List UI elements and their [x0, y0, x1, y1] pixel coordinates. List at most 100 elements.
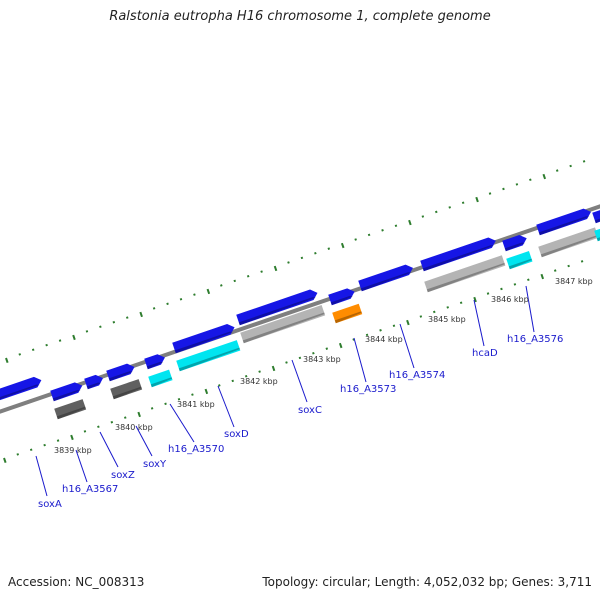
outer-tick [542, 173, 547, 180]
accession-text: Accession: NC_008313 [8, 575, 145, 589]
leader-line [291, 359, 308, 403]
outer-tick [488, 192, 492, 195]
inner-tick [567, 264, 570, 268]
outer-tick [125, 316, 129, 319]
outer-tick [394, 224, 398, 227]
gene-label-soxY[interactable]: soxY [143, 459, 167, 470]
kbp-label: 3840 kbp [115, 423, 153, 432]
outer-tick [18, 353, 22, 356]
outer-tick [85, 330, 89, 333]
outer-tick-marks [5, 160, 586, 364]
inner-tick [580, 260, 584, 263]
outer-tick [461, 201, 465, 205]
inner-tick [338, 342, 343, 349]
outer-tick [220, 284, 223, 287]
feature-h16_A3573-2 [328, 288, 355, 306]
outer-tick [260, 270, 263, 273]
inner-tick [298, 356, 302, 360]
inner-tick [83, 430, 87, 433]
inner-tick [553, 269, 557, 272]
feature-soxZ-2 [84, 374, 104, 390]
inner-tick [244, 374, 248, 378]
gene-label-h16_A3576[interactable]: h16_A3576 [507, 334, 563, 345]
label-leader-lines [35, 285, 535, 497]
outer-tick [45, 343, 48, 347]
inner-tick [486, 292, 490, 295]
gene-label-h16_A3570[interactable]: h16_A3570 [168, 444, 224, 455]
gene-label-hcaD[interactable]: hcaD [472, 348, 498, 359]
inner-tick [137, 411, 141, 418]
gene-label-h16_A3567[interactable]: h16_A3567 [62, 484, 118, 495]
feature-hcaD [424, 255, 506, 293]
feature-h16_A3576-2 [502, 234, 527, 252]
inner-tick [540, 273, 545, 280]
feature-h16_A3574 [358, 264, 413, 292]
kbp-label: 3844 kbp [365, 335, 403, 344]
inner-tick-marks [3, 260, 584, 464]
inner-tick [500, 287, 503, 291]
inner-tick [352, 338, 355, 341]
gene-features [0, 207, 600, 420]
outer-tick [515, 183, 519, 186]
inner-tick [419, 315, 423, 318]
outer-tick [246, 274, 250, 278]
leader-line [473, 299, 485, 347]
inner-tick [379, 329, 382, 332]
outer-tick [502, 187, 505, 191]
inner-tick [56, 439, 60, 442]
inner-tick [231, 379, 235, 383]
leader-line [35, 455, 48, 497]
outer-tick [99, 325, 102, 329]
kbp-label: 3843 kbp [303, 355, 341, 364]
map-title: Ralstonia eutropha H16 chromosome 1, com… [109, 9, 491, 24]
inner-tick [406, 319, 410, 326]
gene-label-soxZ[interactable]: soxZ [111, 470, 135, 481]
feature-soxA [0, 376, 42, 414]
outer-tick [5, 357, 9, 364]
kbp-label: 3841 kbp [177, 400, 215, 409]
outer-tick [569, 164, 572, 168]
outer-tick [58, 339, 62, 342]
feature-soxD [176, 340, 241, 372]
inner-tick [325, 347, 329, 350]
inner-tick [392, 324, 396, 327]
inner-tick [177, 397, 181, 401]
inner-tick [365, 333, 369, 337]
feature-soxD-2 [172, 324, 235, 354]
feature-soxA-2 [50, 382, 83, 402]
gene-label-soxD[interactable]: soxD [224, 429, 249, 440]
outer-tick [273, 265, 278, 272]
feature-h16_A3573 [332, 303, 363, 324]
inner-tick [3, 457, 7, 464]
gene-label-h16_A3573[interactable]: h16_A3573 [340, 384, 396, 395]
inner-tick [110, 420, 114, 424]
outer-tick [448, 206, 451, 209]
feature-hcaD-2 [420, 237, 496, 272]
kbp-labels: 3839 kbp 3840 kbp 3841 kbp 3842 kbp 3843 kbp… [54, 277, 593, 455]
feature-next [536, 208, 591, 236]
topology-text: Topology: circular; Length: 4,052,032 bp… [262, 575, 592, 589]
kbp-label: 3842 kbp [240, 377, 278, 386]
feature-h16_A3570 [148, 369, 173, 388]
outer-tick [31, 348, 35, 352]
outer-tick [408, 219, 412, 226]
leader-line [99, 431, 119, 468]
feature-soxY [110, 379, 143, 400]
kbp-label: 3845 kbp [428, 315, 466, 324]
outer-tick [381, 229, 384, 232]
gene-label-soxC[interactable]: soxC [298, 405, 322, 416]
leader-line [525, 285, 535, 333]
outer-tick [233, 279, 237, 283]
inner-tick [312, 352, 315, 355]
outer-tick [367, 233, 371, 237]
outer-tick [179, 297, 183, 301]
gene-label-h16_A3574[interactable]: h16_A3574 [389, 370, 445, 381]
outer-tick [529, 178, 532, 182]
gene-label-soxA[interactable]: soxA [38, 499, 62, 510]
leader-line [399, 323, 415, 369]
feature-soxC [240, 304, 326, 344]
inner-tick [204, 388, 209, 395]
feature-h16_A3576 [506, 251, 533, 270]
inner-tick [43, 443, 46, 447]
